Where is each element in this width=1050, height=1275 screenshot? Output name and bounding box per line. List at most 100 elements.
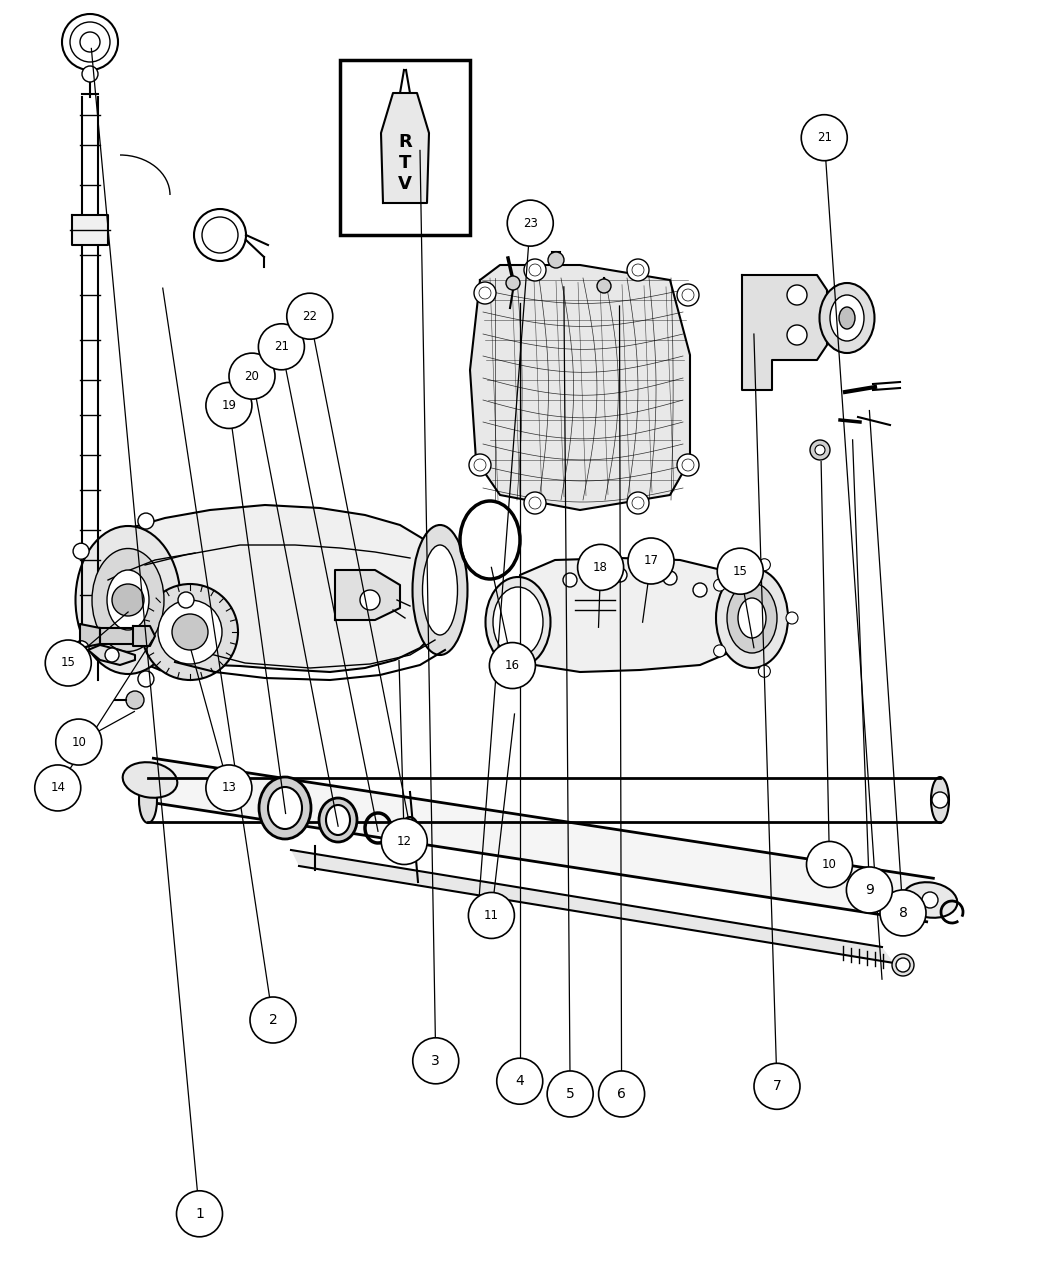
Polygon shape (133, 626, 155, 646)
Text: 15: 15 (733, 565, 748, 578)
Circle shape (287, 293, 333, 339)
Circle shape (801, 115, 847, 161)
Circle shape (479, 287, 491, 300)
Text: 1: 1 (195, 1207, 204, 1220)
Circle shape (529, 264, 541, 275)
Ellipse shape (413, 525, 467, 655)
Polygon shape (520, 558, 750, 672)
Circle shape (206, 382, 252, 428)
Text: 17: 17 (644, 555, 658, 567)
Circle shape (82, 66, 98, 82)
Circle shape (497, 1058, 543, 1104)
Polygon shape (100, 629, 135, 644)
Circle shape (810, 440, 830, 460)
Ellipse shape (422, 544, 458, 635)
Circle shape (714, 579, 726, 592)
Circle shape (677, 284, 699, 306)
Circle shape (815, 445, 825, 455)
Text: 6: 6 (617, 1088, 626, 1100)
Polygon shape (147, 759, 933, 922)
Polygon shape (291, 850, 894, 963)
Circle shape (524, 259, 546, 280)
Polygon shape (72, 215, 108, 245)
Circle shape (632, 497, 644, 509)
Circle shape (176, 1191, 223, 1237)
Polygon shape (80, 623, 100, 648)
Circle shape (628, 538, 674, 584)
Ellipse shape (485, 578, 550, 667)
Circle shape (922, 892, 938, 908)
Text: 23: 23 (523, 217, 538, 230)
Ellipse shape (76, 527, 181, 674)
Circle shape (548, 252, 564, 268)
Circle shape (70, 22, 110, 62)
Ellipse shape (931, 776, 949, 822)
Text: 22: 22 (302, 310, 317, 323)
Text: 14: 14 (50, 782, 65, 794)
Circle shape (547, 1071, 593, 1117)
Circle shape (468, 892, 514, 938)
Circle shape (250, 997, 296, 1043)
Text: 21: 21 (274, 340, 289, 353)
Circle shape (758, 558, 771, 571)
Circle shape (474, 459, 486, 470)
Text: 10: 10 (822, 858, 837, 871)
Circle shape (754, 1063, 800, 1109)
Text: 12: 12 (397, 835, 412, 848)
Text: 11: 11 (484, 909, 499, 922)
Circle shape (45, 640, 91, 686)
Circle shape (507, 200, 553, 246)
Ellipse shape (738, 598, 766, 638)
Text: 2: 2 (269, 1014, 277, 1026)
Circle shape (413, 1038, 459, 1084)
Ellipse shape (839, 307, 855, 329)
Circle shape (682, 459, 694, 470)
Text: 8: 8 (899, 907, 907, 919)
Circle shape (632, 264, 644, 275)
Ellipse shape (259, 776, 311, 839)
Circle shape (105, 648, 119, 662)
Circle shape (74, 543, 89, 560)
Text: 21: 21 (817, 131, 832, 144)
Circle shape (381, 819, 427, 864)
Circle shape (597, 279, 611, 293)
Text: 5: 5 (566, 1088, 574, 1100)
Text: 16: 16 (505, 659, 520, 672)
Circle shape (142, 584, 238, 680)
Polygon shape (88, 505, 450, 672)
Circle shape (138, 513, 154, 529)
Circle shape (489, 643, 536, 689)
Ellipse shape (319, 798, 357, 842)
Text: 10: 10 (71, 736, 86, 748)
Circle shape (627, 492, 649, 514)
Circle shape (880, 890, 926, 936)
Ellipse shape (268, 787, 302, 829)
Circle shape (206, 765, 252, 811)
Text: 3: 3 (432, 1054, 440, 1067)
Circle shape (524, 492, 546, 514)
Circle shape (788, 325, 807, 346)
Circle shape (474, 282, 496, 303)
Circle shape (360, 590, 380, 609)
Ellipse shape (903, 882, 958, 918)
Circle shape (786, 612, 798, 623)
Ellipse shape (92, 548, 164, 652)
Circle shape (112, 584, 144, 616)
Circle shape (682, 289, 694, 301)
Circle shape (846, 867, 892, 913)
Circle shape (598, 1071, 645, 1117)
Ellipse shape (401, 817, 419, 847)
Ellipse shape (123, 762, 177, 798)
Circle shape (758, 666, 771, 677)
Polygon shape (88, 645, 135, 666)
Circle shape (172, 615, 208, 650)
Text: R
T
V: R T V (398, 133, 412, 193)
Text: 15: 15 (61, 657, 76, 669)
Circle shape (714, 645, 726, 657)
Circle shape (158, 601, 222, 664)
Circle shape (788, 286, 807, 305)
Circle shape (529, 497, 541, 509)
Circle shape (677, 454, 699, 476)
Text: 18: 18 (593, 561, 608, 574)
Circle shape (578, 544, 624, 590)
